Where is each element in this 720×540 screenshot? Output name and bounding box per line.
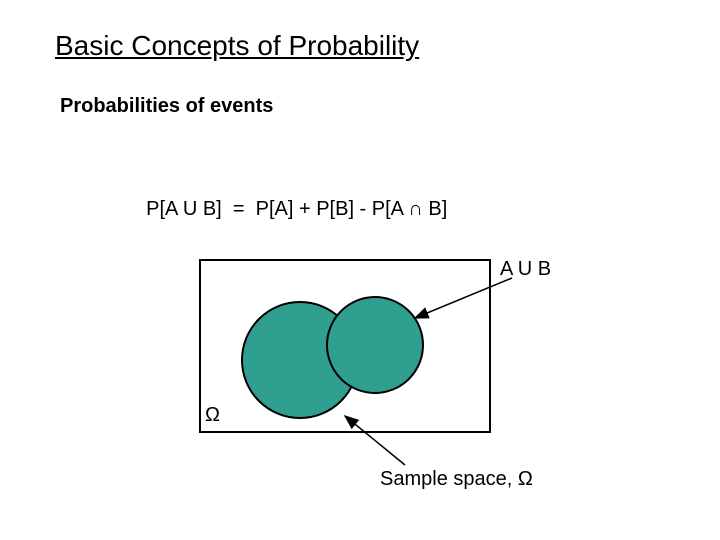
venn-svg	[190, 250, 580, 480]
arrow-sample-space	[345, 416, 405, 465]
intersection-symbol: ∩	[408, 198, 422, 220]
formula-part-a: P[A U B] = P[A] + P[B] - P[A	[146, 198, 408, 220]
page-title: Basic Concepts of Probability	[55, 30, 419, 62]
formula-part-b: B]	[423, 198, 447, 220]
circle-a	[327, 297, 423, 393]
union-formula: P[A U B] = P[A] + P[B] - P[A ∩ B]	[135, 175, 447, 221]
section-subtitle: Probabilities of events	[60, 95, 273, 118]
arrow-aub	[415, 278, 512, 318]
venn-diagram	[190, 250, 580, 485]
